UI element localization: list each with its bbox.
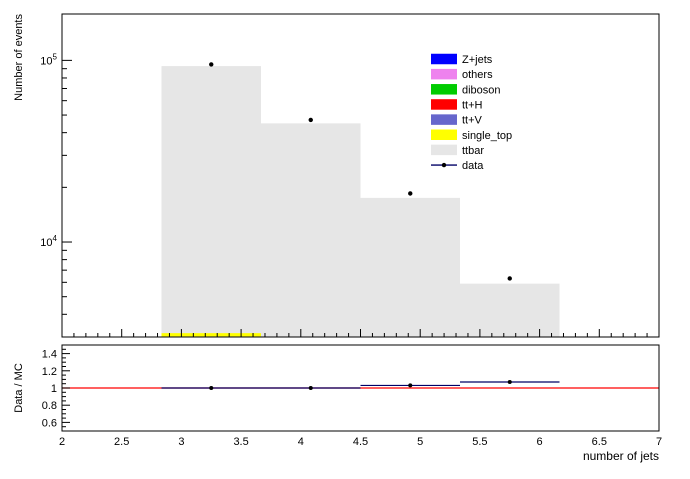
ratio-y-tick-label: 0.6 [42, 417, 57, 429]
legend-label: data [462, 160, 484, 172]
main-y-tick-label: 104 [40, 234, 57, 249]
singletop-bar [161, 333, 262, 337]
legend-swatch [431, 129, 457, 140]
data-point [308, 117, 313, 123]
legend-swatch [431, 99, 457, 110]
x-tick-label: 4.5 [353, 436, 368, 448]
legend-label: diboson [462, 84, 501, 96]
ttbar-bar [360, 197, 460, 337]
legend-label: single_top [462, 130, 512, 142]
x-tick-label: 7 [656, 436, 662, 448]
legend-label: tt+H [462, 99, 483, 111]
ratio-y-tick-label: 0.8 [42, 400, 57, 412]
legend-label: others [462, 69, 493, 81]
ratio-point [209, 386, 214, 390]
ratio-y-tick-label: 1.4 [42, 349, 57, 361]
legend-label: tt+V [462, 115, 483, 127]
legend-label: Z+jets [462, 54, 493, 66]
x-tick-label: 3.5 [233, 436, 248, 448]
ratio-y-tick-label: 1.2 [42, 366, 57, 378]
ratio-point [308, 386, 313, 390]
x-tick-label: 5.5 [472, 436, 487, 448]
legend-data-marker [441, 162, 447, 168]
ratio-point [408, 383, 413, 388]
data-point [408, 191, 413, 196]
main-y-tick-label: 105 [40, 52, 57, 67]
x-tick-label: 3 [178, 436, 184, 448]
x-tick-label: 6.5 [592, 436, 607, 448]
legend-swatch [431, 114, 457, 125]
ratio-y-axis-title: Data / MC [13, 363, 25, 413]
legend-swatch [431, 53, 457, 65]
x-tick-label: 2 [59, 436, 65, 448]
ttbar-bar [459, 283, 560, 337]
main-y-axis-title: Number of events [13, 14, 25, 101]
ratio-point [507, 379, 512, 384]
x-tick-label: 5 [417, 436, 423, 448]
legend-label: ttbar [462, 145, 484, 157]
legend-swatch [431, 144, 457, 156]
x-tick-label: 4 [298, 436, 304, 448]
data-point [209, 62, 214, 67]
legend-swatch [431, 68, 457, 80]
data-point [507, 276, 512, 281]
ttbar-bar [161, 66, 262, 338]
ttbar-bar [261, 123, 361, 337]
ratio-y-tick-label: 1 [51, 383, 57, 395]
x-tick-label: 6 [537, 436, 543, 448]
legend-swatch [431, 84, 457, 95]
x-axis-title: number of jets [583, 449, 659, 463]
x-tick-label: 2.5 [114, 436, 129, 448]
